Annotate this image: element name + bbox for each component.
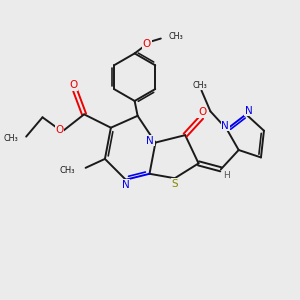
Text: H: H bbox=[223, 171, 230, 180]
Text: CH₃: CH₃ bbox=[60, 166, 75, 175]
Text: S: S bbox=[172, 178, 178, 189]
Text: N: N bbox=[244, 106, 252, 116]
Text: N: N bbox=[122, 180, 130, 190]
Text: O: O bbox=[70, 80, 78, 90]
Text: N: N bbox=[146, 136, 154, 146]
Text: N: N bbox=[221, 121, 229, 130]
Text: O: O bbox=[198, 107, 206, 117]
Text: CH₃: CH₃ bbox=[193, 81, 207, 90]
Text: CH₃: CH₃ bbox=[169, 32, 184, 41]
Text: O: O bbox=[56, 125, 64, 135]
Text: O: O bbox=[143, 39, 151, 49]
Text: CH₃: CH₃ bbox=[3, 134, 18, 142]
